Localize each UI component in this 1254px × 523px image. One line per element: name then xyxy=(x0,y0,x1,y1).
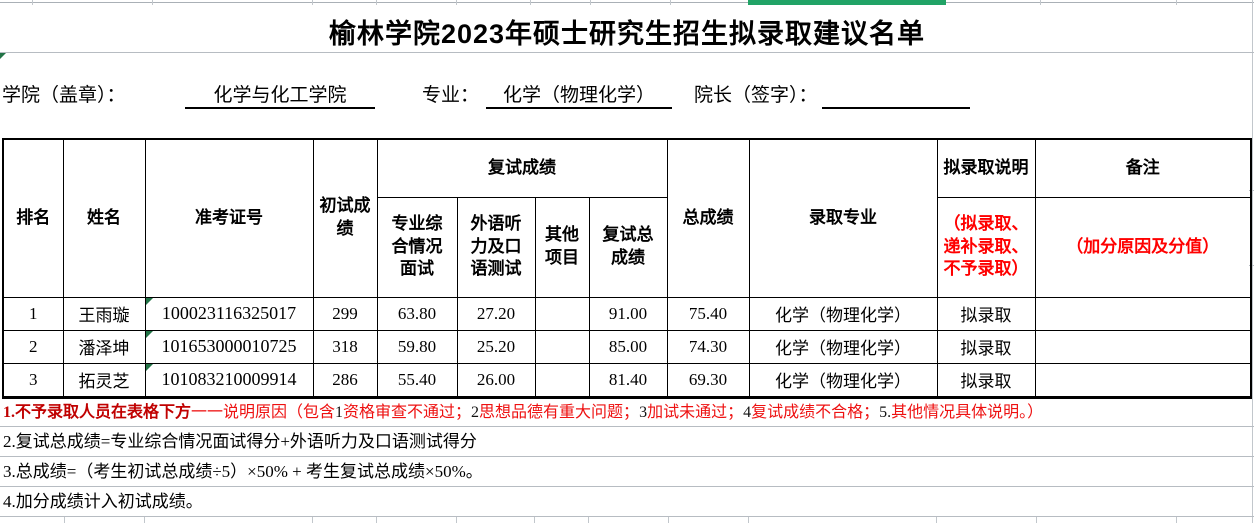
cell-interview-score[interactable]: 63.80 xyxy=(376,296,458,331)
cell-listening-score[interactable]: 27.20 xyxy=(456,296,536,331)
cell-error-flag-icon xyxy=(0,53,6,59)
table-row: 2 潘泽坤 101653000010725 318 59.80 25.20 85… xyxy=(2,329,1252,364)
note-1-bold: 1.不予录取人员在表格下方 xyxy=(3,404,192,421)
page-title: 榆林学院2023年硕士研究生招生拟录取建议名单 xyxy=(328,19,926,49)
cell-interview-score[interactable]: 55.40 xyxy=(376,362,458,398)
cell-admission-status[interactable]: 拟录取 xyxy=(936,329,1036,364)
header-retest-score-group[interactable]: 复试成绩 xyxy=(376,138,668,198)
cell-retest-total[interactable]: 85.00 xyxy=(588,329,668,364)
cell-initial-score[interactable]: 318 xyxy=(312,329,378,364)
cell-interview-score[interactable]: 59.80 xyxy=(376,329,458,364)
header-interview-score[interactable]: 专业综合情况面试 xyxy=(376,196,458,298)
cell-exam-number[interactable]: 100023116325017 xyxy=(144,296,314,331)
cell-initial-score[interactable]: 299 xyxy=(312,296,378,331)
major-value[interactable]: 化学（物理化学） xyxy=(486,80,672,109)
cell-admitted-major[interactable]: 化学（物理化学） xyxy=(748,329,938,364)
cell-listening-score[interactable]: 25.20 xyxy=(456,329,536,364)
cell-rank[interactable]: 2 xyxy=(2,329,64,364)
cell-name[interactable]: 王雨璇 xyxy=(62,296,146,331)
dean-sign-label: 院长（签字）： xyxy=(694,85,818,106)
title-row-gridline xyxy=(0,52,1254,53)
cell-initial-score[interactable]: 286 xyxy=(312,362,378,398)
cell-total-score[interactable]: 75.40 xyxy=(666,296,750,331)
right-gridline xyxy=(1252,0,1253,523)
cell-exam-number[interactable]: 101653000010725 xyxy=(144,329,314,364)
college-stamp-value[interactable]: 化学与化工学院 xyxy=(185,80,375,109)
header-name[interactable]: 姓名 xyxy=(62,138,146,298)
note-1: 1.不予录取人员在表格下方一一说明原因（包含1资格审查不通过；2思想品德有重大问… xyxy=(0,397,1254,427)
cell-name[interactable]: 潘泽坤 xyxy=(62,329,146,364)
info-line: 学院（盖章）： 化学与化工学院 专业： 化学（物理化学） 院长（签字）： xyxy=(0,80,1254,112)
cell-admission-status[interactable]: 拟录取 xyxy=(936,362,1036,398)
green-range-indicator xyxy=(748,0,946,5)
cell-other-item[interactable] xyxy=(534,296,590,331)
admission-table: 排名 姓名 准考证号 初试成绩 复试成绩 总成绩 录取专业 拟录取说明 备注 专… xyxy=(2,138,1252,399)
cell-error-flag-icon xyxy=(146,331,153,338)
header-retest-total-score[interactable]: 复试总成绩 xyxy=(588,196,668,298)
cell-error-flag-icon xyxy=(146,298,153,305)
top-gridline xyxy=(0,2,1254,3)
cell-other-item[interactable] xyxy=(534,362,590,398)
header-remark-note[interactable]: （加分原因及分值） xyxy=(1034,196,1252,298)
dean-sign-blank[interactable] xyxy=(822,80,970,109)
cell-admitted-major[interactable]: 化学（物理化学） xyxy=(748,362,938,398)
header-total-score[interactable]: 总成绩 xyxy=(666,138,750,298)
table-row: 3 拓灵芝 101083210009914 286 55.40 26.00 81… xyxy=(2,362,1252,398)
cell-remark[interactable] xyxy=(1034,296,1252,331)
note-2: 2.复试总成绩=专业综合情况面试得分+外语听力及口语测试得分 xyxy=(0,427,1254,457)
header-oral-listening-score[interactable]: 外语听力及口语测试 xyxy=(456,196,536,298)
table-row: 1 王雨璇 100023116325017 299 63.80 27.20 91… xyxy=(2,296,1252,331)
cell-rank[interactable]: 1 xyxy=(2,296,64,331)
header-initial-score[interactable]: 初试成绩 xyxy=(312,138,378,298)
cell-admitted-major[interactable]: 化学（物理化学） xyxy=(748,296,938,331)
cell-exam-number[interactable]: 101083210009914 xyxy=(144,362,314,398)
note-4: 4.加分成绩计入初试成绩。 xyxy=(0,487,1254,517)
header-admission-status[interactable]: 拟录取说明 xyxy=(936,138,1036,198)
college-stamp-label: 学院（盖章）： xyxy=(2,85,126,106)
cell-other-item[interactable] xyxy=(534,329,590,364)
cell-remark[interactable] xyxy=(1034,329,1252,364)
cell-total-score[interactable]: 69.30 xyxy=(666,362,750,398)
header-rank[interactable]: 排名 xyxy=(2,138,64,298)
header-remark[interactable]: 备注 xyxy=(1034,138,1252,198)
cell-error-flag-icon xyxy=(146,364,153,371)
header-exam-number[interactable]: 准考证号 xyxy=(144,138,314,298)
cell-retest-total[interactable]: 81.40 xyxy=(588,362,668,398)
cell-remark[interactable] xyxy=(1034,362,1252,398)
cell-admission-status[interactable]: 拟录取 xyxy=(936,296,1036,331)
cell-rank[interactable]: 3 xyxy=(2,362,64,398)
cell-name[interactable]: 拓灵芝 xyxy=(62,362,146,398)
header-admitted-major[interactable]: 录取专业 xyxy=(748,138,938,298)
header-admission-status-note[interactable]: （拟录取、递补录取、不予录取） xyxy=(936,196,1036,298)
major-label: 专业： xyxy=(422,85,480,106)
cell-total-score[interactable]: 74.30 xyxy=(666,329,750,364)
header-other-items[interactable]: 其他项目 xyxy=(534,196,590,298)
note-3: 3.总成绩=（考生初试总成绩÷5）×50% + 考生复试总成绩×50%。 xyxy=(0,457,1254,487)
cell-listening-score[interactable]: 26.00 xyxy=(456,362,536,398)
cell-retest-total[interactable]: 91.00 xyxy=(588,296,668,331)
